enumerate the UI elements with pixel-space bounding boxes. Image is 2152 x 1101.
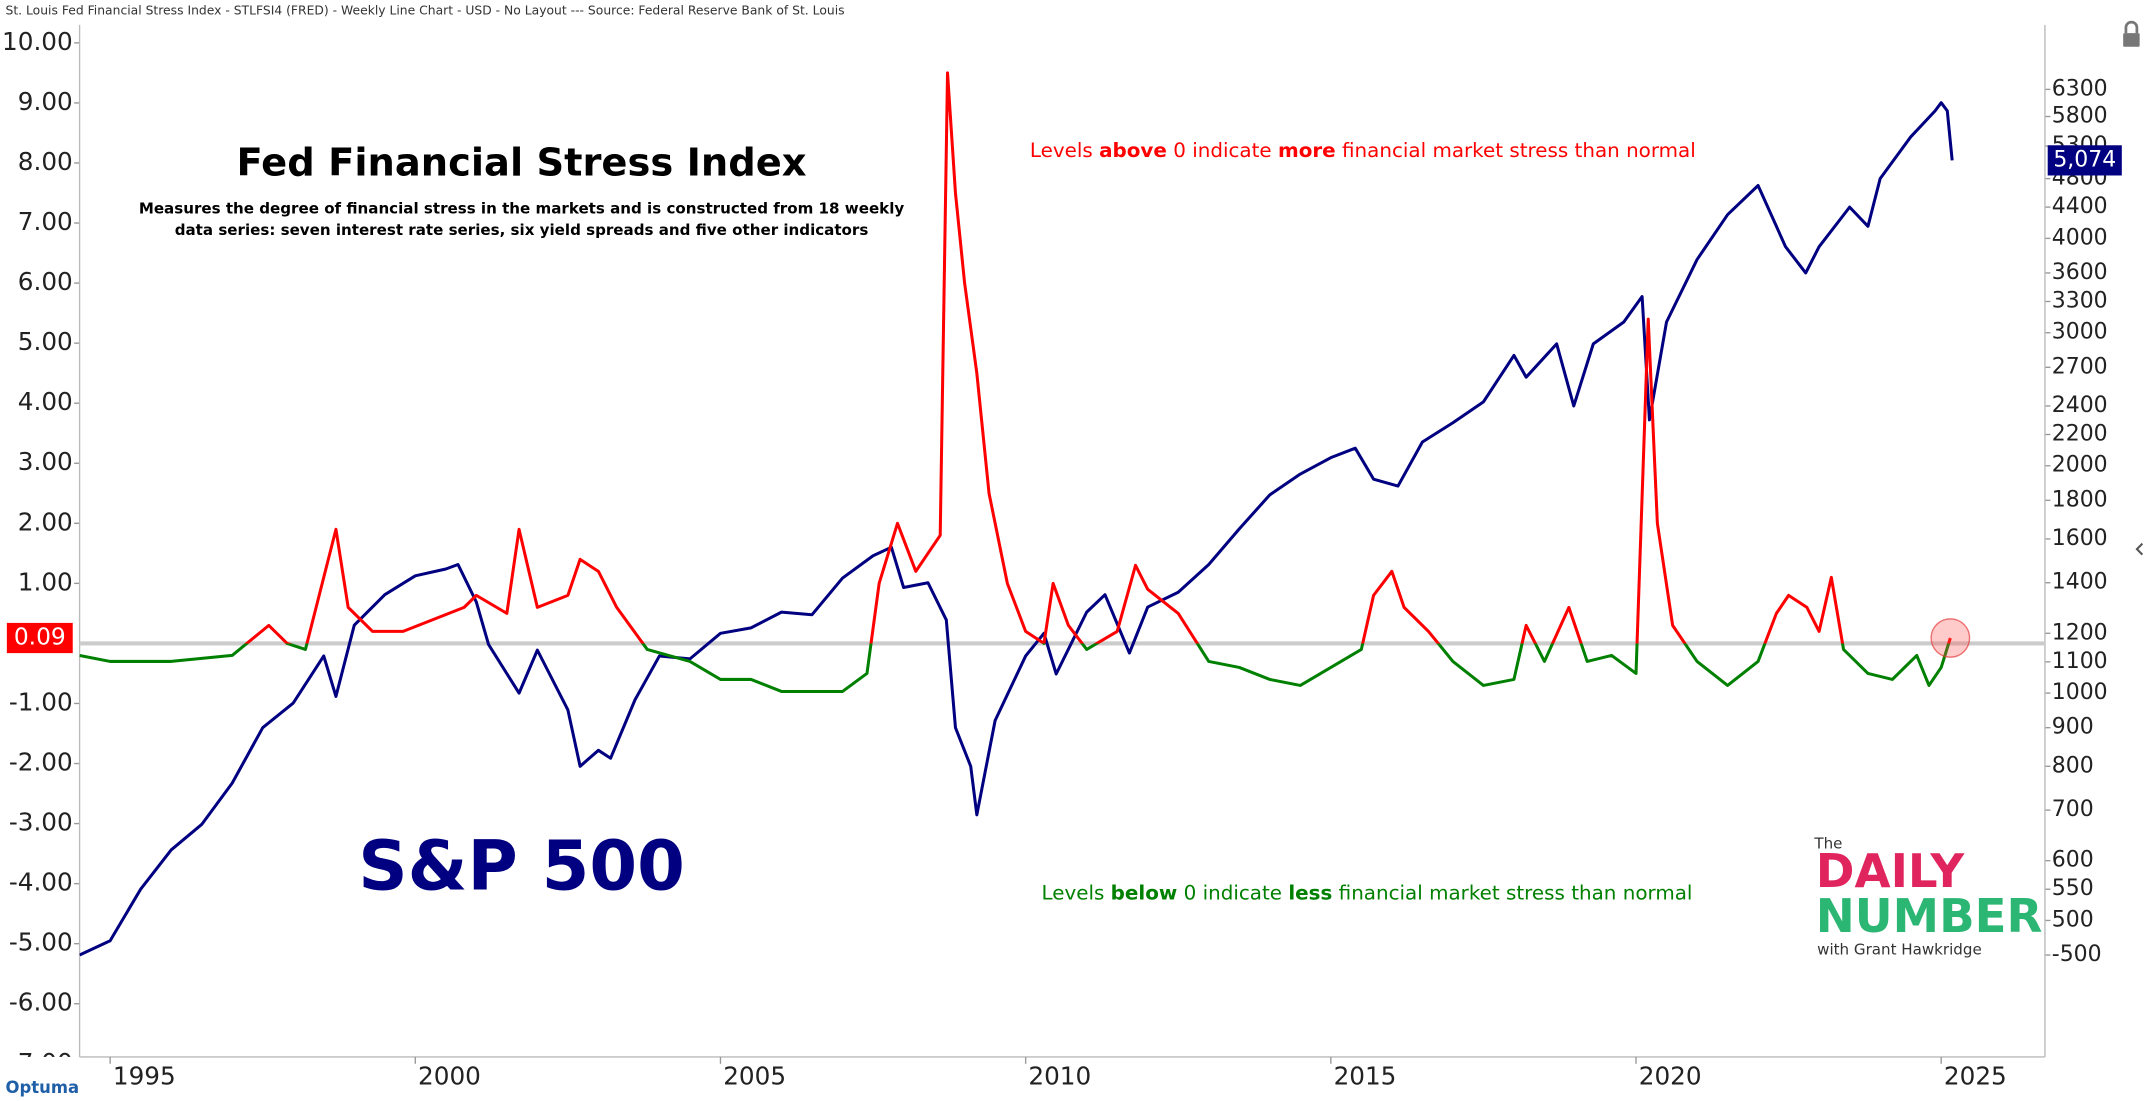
chart-header: St. Louis Fed Financial Stress Index - S… (5, 4, 844, 18)
y2-tick-label: 4400 (2052, 194, 2108, 219)
y2-tick-label: 550 (2052, 876, 2094, 901)
y-tick-label: -4.00 (9, 868, 73, 897)
chart-title: Fed Financial Stress Index (237, 140, 807, 185)
chart-subtitle: Measures the degree of financial stress … (139, 199, 905, 217)
y-tick-label: -1.00 (9, 687, 73, 716)
last-value-box (2047, 145, 2122, 176)
y2-tick-label: 800 (2052, 753, 2094, 778)
lock-icon[interactable] (2124, 20, 2139, 34)
y-tick-label: 10.00 (2, 27, 73, 56)
y2-tick-label: 900 (2052, 715, 2094, 740)
y2-tick-label: 3300 (2052, 288, 2108, 313)
y-tick-label: -3.00 (9, 808, 73, 837)
logo-text: The (1813, 835, 1842, 853)
y-tick-label: 3.00 (18, 447, 73, 476)
annotation-part: above (1099, 139, 1167, 162)
logo-text: DAILY (1816, 845, 1966, 899)
last-value-label: 5,074 (2053, 147, 2116, 172)
y-tick-label: 5.00 (18, 327, 73, 356)
y-tick-label: 1.00 (18, 567, 73, 596)
y2-tick-label: 2200 (2052, 421, 2108, 446)
annotation-part: less (1288, 881, 1332, 904)
x-tick-label: 2005 (723, 1062, 786, 1091)
y-tick-label: 4.00 (18, 387, 73, 416)
y-tick-label: 9.00 (18, 87, 73, 116)
series-line (79, 101, 1954, 957)
brand: Optuma (5, 1078, 79, 1097)
y2-tick-label: 600 (2052, 848, 2094, 873)
logo-text: NUMBER (1816, 890, 2043, 944)
x-tick-label: 2010 (1028, 1062, 1091, 1091)
last-value-box (6, 622, 73, 654)
last-value-label: 0.09 (14, 623, 66, 651)
y2-tick-label: 1000 (2052, 680, 2108, 705)
x-tick-label: 1995 (113, 1062, 176, 1091)
plot: 10.00 9.00 8.00 7.00 6.00 5.00 4.00 3.00 2.00 1.0… (0, 24, 2152, 1101)
y-tick-label: 7.00 (18, 207, 73, 236)
lines (79, 71, 1954, 957)
x-tick-label: 2025 (1944, 1062, 2007, 1091)
y2-tick-label: 2700 (2052, 354, 2108, 379)
collapse-button[interactable] (2135, 542, 2144, 556)
lock-icon[interactable] (2123, 33, 2140, 47)
y2-tick-label: 5800 (2052, 104, 2108, 129)
annotation-part: below (1111, 881, 1178, 904)
y2-tick-label: 1400 (2052, 570, 2108, 595)
annotation: Levels below 0 indicate less financial m… (1041, 881, 1692, 904)
y2-tick-label: 4000 (2052, 225, 2108, 250)
y2-tick-label: 1100 (2052, 649, 2108, 674)
logo-text: with Grant Hawkridge (1817, 940, 1982, 958)
annotation: Levels above 0 indicate more financial m… (1030, 139, 1696, 162)
y-tick-label: -5.00 (9, 928, 73, 957)
series-label: S&P 500 (358, 826, 685, 906)
series-line (79, 71, 1952, 693)
y2-tick-label: 3600 (2052, 260, 2108, 285)
annotation-part: 0 indicate (1177, 881, 1288, 904)
x-tick-label: 2000 (418, 1062, 481, 1091)
annotation-part: financial market stress than normal (1336, 139, 1696, 162)
last-point (1930, 618, 1971, 658)
y2-tick-label: 1200 (2052, 620, 2108, 645)
y-tick-label: -6.00 (9, 988, 73, 1017)
annotation-part: Levels (1030, 139, 1099, 162)
y-tick-label: -2.00 (9, 748, 73, 777)
y-tick-label: 8.00 (18, 147, 73, 176)
y-tick-label: 6.00 (18, 267, 73, 296)
annotation-part: financial market stress than normal (1332, 881, 1692, 904)
chart-subtitle: data series: seven interest rate series,… (175, 221, 869, 239)
y2-tick-label: 700 (2052, 797, 2094, 822)
logo: The DAILY NUMBER with Grant Hawkridge (1813, 835, 2042, 959)
y2-tick-label: 1600 (2052, 526, 2108, 551)
y2-tick-label: -500 (2052, 942, 2102, 967)
y2-tick-label: 2000 (2052, 453, 2108, 478)
y2-tick-label: 3000 (2052, 320, 2108, 345)
x-axis-band (0, 1056, 2152, 1101)
y2-tick-label: 6300 (2052, 76, 2108, 101)
x-tick-label: 2015 (1334, 1062, 1397, 1091)
y2-tick-label: 500 (2052, 907, 2094, 932)
annotation-part: more (1278, 139, 1336, 162)
annotation-part: Levels (1041, 881, 1110, 904)
y2-tick-label: 1800 (2052, 487, 2108, 512)
y-tick-label: 2.00 (18, 507, 73, 536)
y2-tick-label: 2400 (2052, 393, 2108, 418)
annotation-part: 0 indicate (1167, 139, 1278, 162)
x-tick-label: 2020 (1639, 1062, 1702, 1091)
